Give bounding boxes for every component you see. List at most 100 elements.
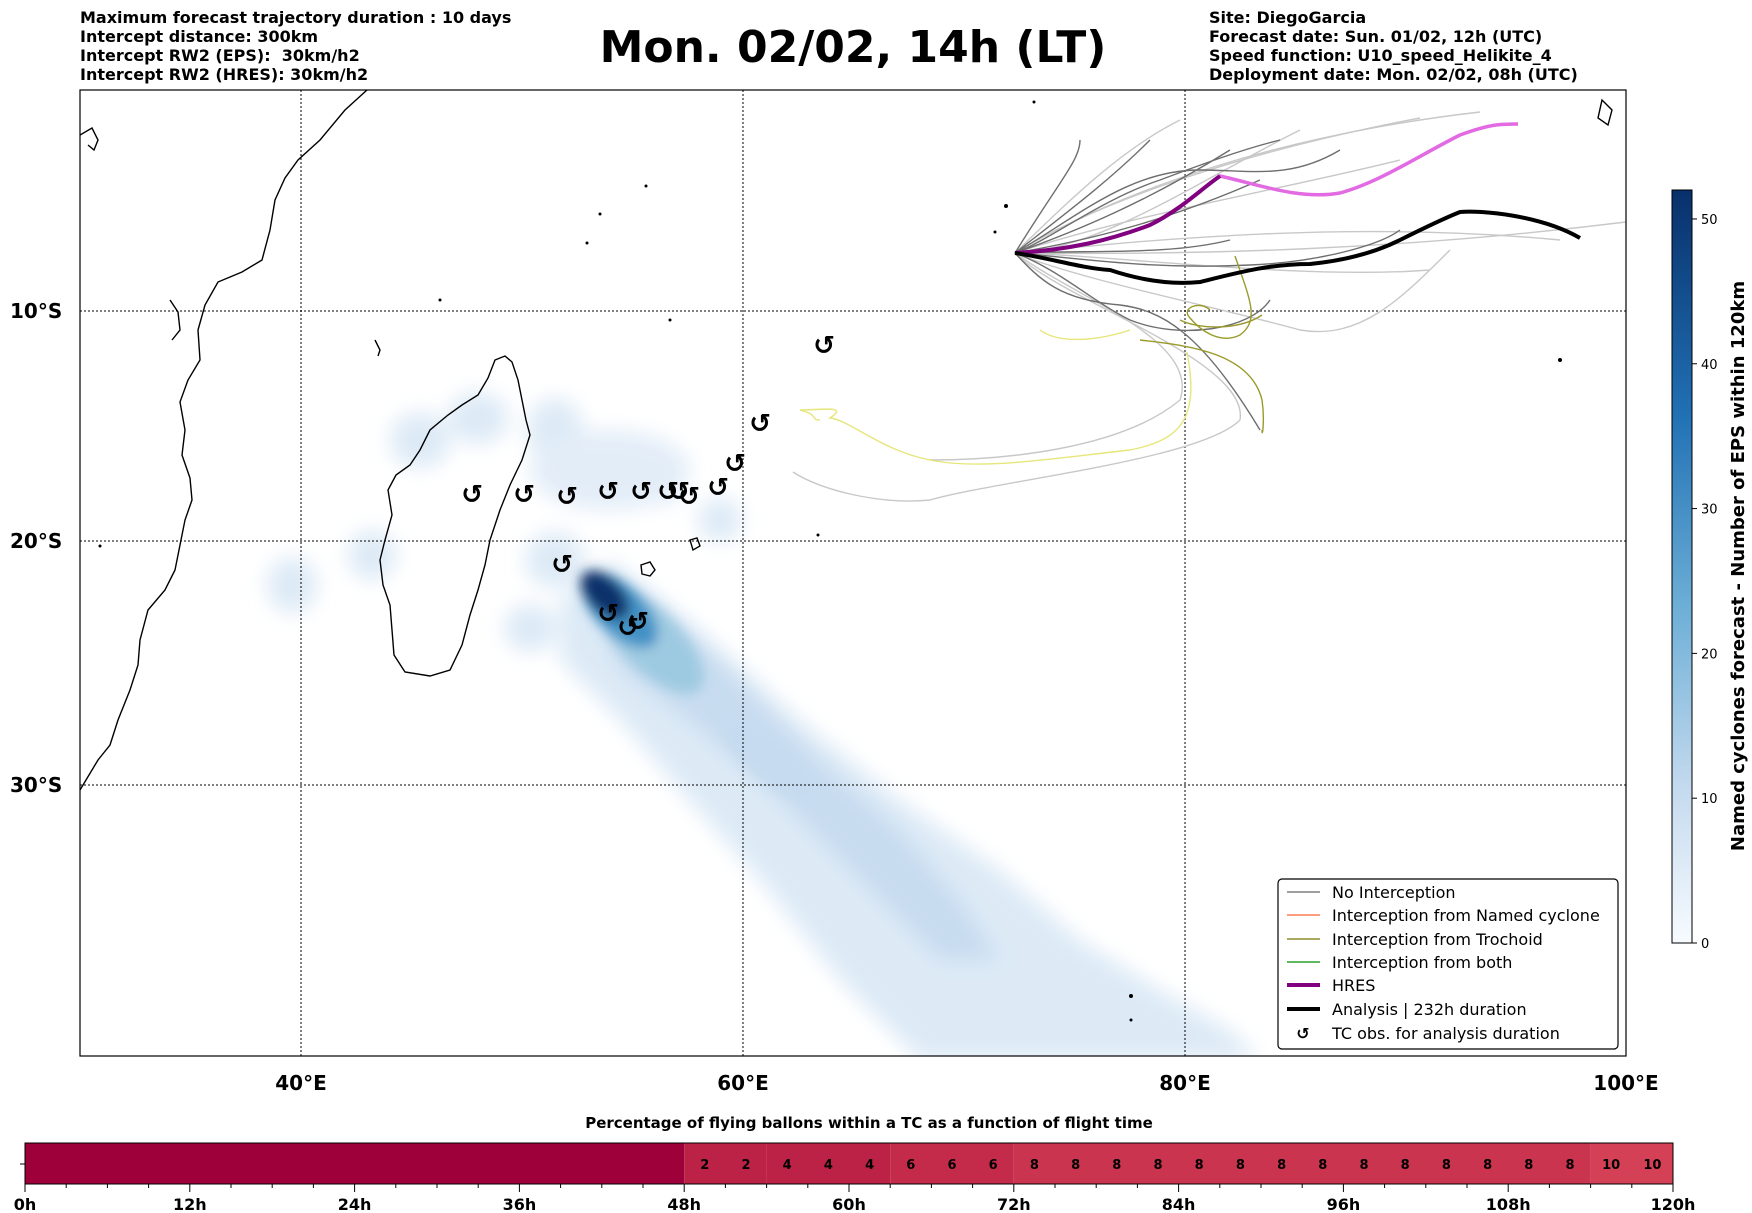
tc-symbol: ↺ xyxy=(597,477,619,507)
header-left-line: Maximum forecast trajectory duration : 1… xyxy=(80,8,512,27)
colorbar-ticks: 0 10 20 30 40 50 xyxy=(1692,213,1718,952)
timeline-value-label: 8 xyxy=(1030,1158,1039,1173)
trajectory xyxy=(1014,149,1341,254)
colorbar-tick-label: 30 xyxy=(1701,503,1718,518)
colorbar-tick-label: 20 xyxy=(1701,647,1718,662)
timeline-value-label: 8 xyxy=(1195,1158,1204,1173)
tc-observations: ↺ ↺ ↺ ↺ ↺ ↺ ↺ ↺ ↺ ↺ ↺ ↺ ↺ ↺ ↺ ↺ xyxy=(461,331,835,643)
legend-label: Interception from Named cyclone xyxy=(1332,906,1600,925)
island-dot xyxy=(598,212,602,216)
trajectory xyxy=(1014,159,1401,254)
timeline-value-label: 8 xyxy=(1524,1158,1533,1173)
tc-symbol: ↺ xyxy=(551,550,573,580)
island-dot xyxy=(585,241,589,245)
timeline-tick-label: 12h xyxy=(173,1195,207,1213)
analysis-trajectory xyxy=(1014,209,1581,285)
header-left-line: Intercept RW2 (EPS): 30km/h2 xyxy=(80,46,360,65)
timeline-value-label: 8 xyxy=(1318,1158,1327,1173)
coast-comoros xyxy=(374,339,381,357)
tc-symbol: ↺ xyxy=(668,477,690,507)
coast-mauritius xyxy=(640,561,656,577)
timeline-value-label: 4 xyxy=(783,1158,792,1173)
coast-africa xyxy=(80,90,368,791)
legend-label: TC obs. for analysis duration xyxy=(1331,1024,1560,1043)
tc-symbol: ↺ xyxy=(617,613,639,643)
header-left-line: Intercept distance: 300km xyxy=(80,27,319,46)
density-blob xyxy=(448,392,508,444)
colorbar-gradient xyxy=(1671,189,1693,944)
timeline-cell xyxy=(1590,1143,1673,1184)
timeline-value-label: 8 xyxy=(1153,1158,1162,1173)
timeline-value-label: 10 xyxy=(1643,1158,1661,1173)
tc-symbol: ↺ xyxy=(707,473,729,503)
trajectory xyxy=(1014,139,1081,254)
density-blob xyxy=(348,530,396,580)
lat-label: 10°S xyxy=(10,299,62,323)
hres-trajectory xyxy=(1014,174,1222,255)
tc-symbol: ↺ xyxy=(657,477,679,507)
graticule xyxy=(80,90,1626,1056)
timeline-ticks: 0h 12h 24h 36h 48h 60h 72h 84h 96h 108h 120h xyxy=(14,1184,1696,1213)
lon-label: 100°E xyxy=(1593,1071,1658,1095)
timeline-value-label: 8 xyxy=(1112,1158,1121,1173)
trajectory xyxy=(1014,111,1481,254)
density-blob xyxy=(530,430,690,510)
timeline-title: Percentage of flying ballons within a TC… xyxy=(585,1114,1153,1132)
timeline-tick-label: 120h xyxy=(1651,1195,1696,1213)
header-right-line: Site: DiegoGarcia xyxy=(1209,8,1367,27)
timeline-value-label: 2 xyxy=(700,1158,709,1173)
map-content: ↺ ↺ ↺ ↺ ↺ ↺ ↺ ↺ ↺ ↺ ↺ ↺ ↺ ↺ ↺ ↺ No Inter… xyxy=(80,90,1626,1056)
timeline-value-label: 8 xyxy=(1483,1158,1492,1173)
density-blob xyxy=(525,532,585,588)
tc-symbol: ↺ xyxy=(749,409,771,439)
header-left-line: Intercept RW2 (HRES): 30km/h2 xyxy=(80,65,369,84)
island-dot xyxy=(1129,1018,1133,1022)
trajectory xyxy=(1014,139,1151,254)
colorbar-label: Named cyclones forecast - Number of EPS … xyxy=(1728,281,1749,851)
island-dot xyxy=(1129,994,1133,998)
coast-island xyxy=(169,299,181,341)
island-dot xyxy=(668,318,672,322)
trajectory xyxy=(799,351,1192,465)
island-dot xyxy=(98,544,102,548)
timeline: Percentage of flying ballons within a TC… xyxy=(14,1114,1696,1213)
timeline-tick-label: 48h xyxy=(667,1195,701,1213)
legend-label: No Interception xyxy=(1332,883,1456,902)
coastlines xyxy=(80,90,1613,791)
timeline-value-label: 8 xyxy=(1277,1158,1286,1173)
density-core xyxy=(722,718,818,802)
legend: No Interception Interception from Named … xyxy=(1277,878,1619,1050)
trajectory xyxy=(1179,314,1263,328)
timeline-values: 2 2 4 4 4 6 6 6 8 8 8 8 8 8 8 8 8 8 8 8 8 8 10 10 xyxy=(700,1158,1661,1173)
legend-label: HRES xyxy=(1332,976,1375,995)
timeline-value-label: 10 xyxy=(1602,1158,1620,1173)
island-dot xyxy=(1004,204,1008,208)
timeline-value-label: 6 xyxy=(947,1158,956,1173)
island-dot xyxy=(644,184,648,188)
timeline-tick-label: 84h xyxy=(1162,1195,1196,1213)
map-border xyxy=(79,89,1627,1057)
tc-symbol: ↺ xyxy=(630,477,652,507)
tc-symbol: ↺ xyxy=(813,331,835,361)
eps-trajectories-trochoid xyxy=(799,255,1265,465)
timeline-cell xyxy=(1013,1143,1591,1184)
trajectory xyxy=(1014,149,1231,254)
density-blob xyxy=(267,557,317,613)
legend-label: Interception from Trochoid xyxy=(1332,930,1543,949)
timeline-value-label: 2 xyxy=(741,1158,750,1173)
island-dot xyxy=(438,298,442,302)
header-right-line: Speed function: U10_speed_Helikite_4 xyxy=(1209,46,1552,65)
colorbar-tick-label: 40 xyxy=(1701,358,1718,373)
tc-symbol: ↺ xyxy=(556,482,578,512)
map-title: Mon. 02/02, 14h (LT) xyxy=(599,22,1107,73)
island-dot xyxy=(1032,100,1036,104)
timeline-value-label: 8 xyxy=(1359,1158,1368,1173)
timeline-cell xyxy=(684,1143,767,1184)
trajectory xyxy=(1014,249,1451,333)
timeline-tick-label: 108h xyxy=(1486,1195,1531,1213)
header-right-line: Forecast date: Sun. 01/02, 12h (UTC) xyxy=(1209,27,1543,46)
legend-label: Analysis | 232h duration xyxy=(1332,1000,1527,1019)
trajectory xyxy=(1014,229,1401,267)
timeline-cell xyxy=(890,1143,1014,1184)
